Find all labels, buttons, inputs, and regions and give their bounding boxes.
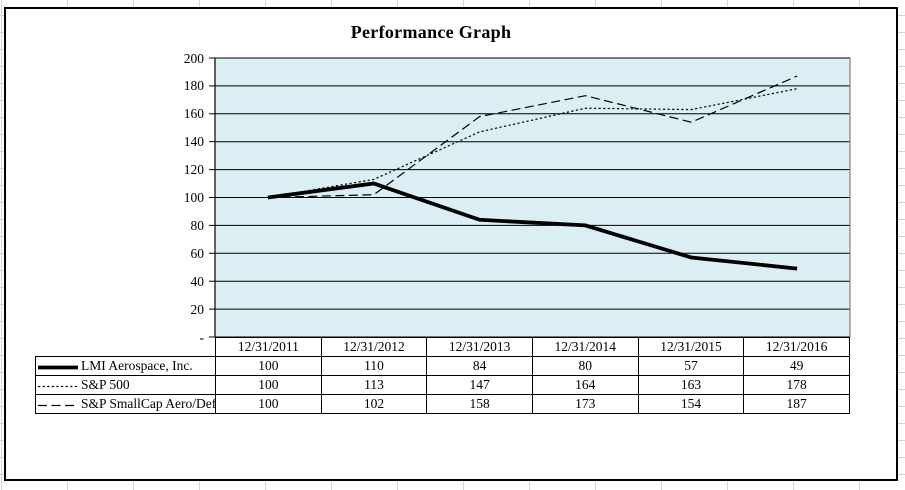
y-axis-tick-label: 120 xyxy=(183,162,204,178)
legend-cell: LMI Aerospace, Inc. xyxy=(35,356,216,376)
value-cell: 102 xyxy=(320,394,428,414)
x-axis-category-label: 12/31/2014 xyxy=(531,337,639,357)
y-axis-tick-label: 200 xyxy=(183,50,204,66)
plot-area xyxy=(209,57,851,338)
value-cell: 147 xyxy=(426,375,533,395)
legend-cell: S&P 500 xyxy=(35,375,216,395)
value-cell: 80 xyxy=(531,356,639,376)
value-cell: 49 xyxy=(743,356,850,376)
y-axis-tick-label: 100 xyxy=(183,190,204,205)
series-line xyxy=(267,75,798,199)
legend-line-swatch-icon xyxy=(38,404,78,407)
y-axis-tick-label: 160 xyxy=(183,106,204,122)
value-cell: 158 xyxy=(426,394,533,414)
y-axis-labels: 200 180 160 140 120 100 80 60 40 20 - xyxy=(124,51,205,345)
value-cell: 163 xyxy=(637,375,745,395)
value-cell: 100 xyxy=(215,375,322,395)
y-axis-tick-label: 180 xyxy=(183,78,204,94)
series-line xyxy=(267,181,798,271)
value-cell: 100 xyxy=(215,356,322,376)
value-cell: 57 xyxy=(637,356,745,376)
value-cell: 164 xyxy=(531,375,639,395)
value-cell: 113 xyxy=(320,375,428,395)
series-line xyxy=(267,88,798,199)
x-axis-category-label: 12/31/2015 xyxy=(637,337,745,357)
legend-cell: S&P SmallCap Aero/Def xyxy=(35,394,216,414)
chart-frame: Performance Graph 200 180 160 140 120 100 80 60… xyxy=(4,7,898,481)
series-name-label: S&P 500 xyxy=(81,377,130,392)
y-axis-tick-label: 40 xyxy=(190,273,205,289)
table-row: S&P SmallCap Aero/Def 100 102 158 173 154 187 xyxy=(35,394,850,414)
series-name-label: LMI Aerospace, Inc. xyxy=(81,358,193,373)
legend-line-swatch-icon xyxy=(38,385,78,388)
x-axis-category-label: 12/31/2012 xyxy=(320,337,428,357)
y-axis-tick-label: 20 xyxy=(190,301,205,317)
legend-line-swatch-icon xyxy=(38,365,78,370)
table-header-row: 12/31/2011 12/31/2012 12/31/2013 12/31/2014… xyxy=(36,337,850,357)
value-cell: 100 xyxy=(215,394,322,414)
table-body: LMI Aerospace, Inc. 100 110 84 80 57 49 S&P 500… xyxy=(35,356,850,414)
y-axis-tick-label: 80 xyxy=(190,217,205,233)
value-cell: 178 xyxy=(743,375,850,395)
value-cell: 110 xyxy=(320,356,428,376)
chart-title: Performance Graph xyxy=(350,22,512,42)
y-axis-tick-label: - xyxy=(199,329,205,345)
x-axis-category-label: 12/31/2016 xyxy=(743,337,850,357)
y-axis-tick-label: 60 xyxy=(190,245,205,261)
table-corner-cell xyxy=(36,338,216,357)
table-row: S&P 500 100 113 147 164 163 178 xyxy=(35,375,850,395)
x-axis-category-label: 12/31/2013 xyxy=(426,337,533,357)
value-cell: 84 xyxy=(426,356,533,376)
series-name-label: S&P SmallCap Aero/Def xyxy=(81,396,216,411)
y-axis-tick-label: 140 xyxy=(183,134,204,150)
value-cell: 154 xyxy=(637,394,745,414)
performance-data-table: 12/31/2011 12/31/2012 12/31/2013 12/31/2014… xyxy=(35,337,850,414)
table-row: LMI Aerospace, Inc. 100 110 84 80 57 49 xyxy=(35,356,850,376)
x-axis-category-label: 12/31/2011 xyxy=(215,337,322,357)
value-cell: 173 xyxy=(531,394,639,414)
value-cell: 187 xyxy=(743,394,850,414)
